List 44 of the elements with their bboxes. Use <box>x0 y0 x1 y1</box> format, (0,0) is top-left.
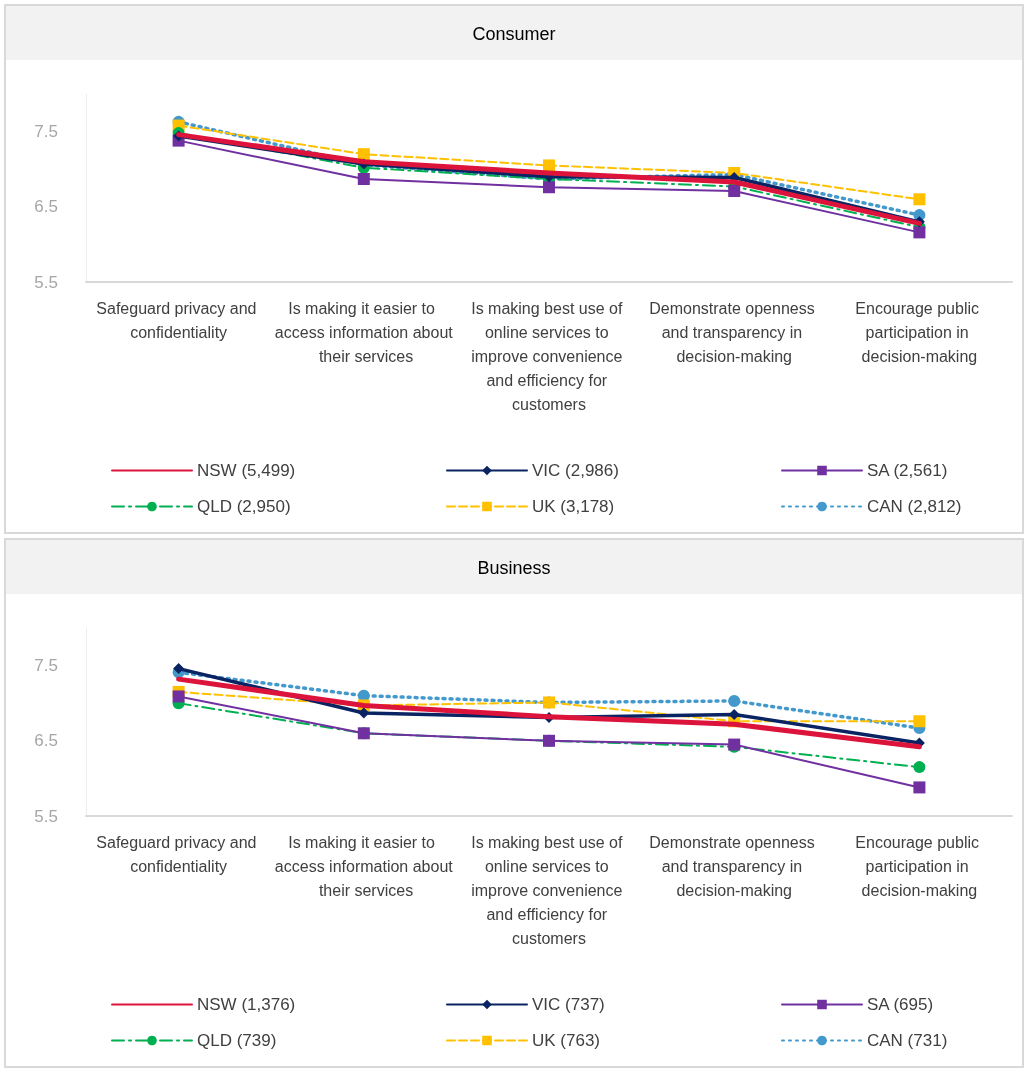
legend-label: QLD (2,950) <box>197 497 291 516</box>
point <box>173 663 185 675</box>
legend-label: CAN (731) <box>867 1031 948 1050</box>
legend-label: SA (2,561) <box>867 461 948 480</box>
x-tick-label: Is making it easier to access information about their services <box>274 299 454 365</box>
point <box>913 715 926 728</box>
x-tick-label: Is making best use of online services to improve convenience and efficiency for customers <box>471 833 627 947</box>
x-tick-label: Safeguard privacy and confidentiality <box>96 299 261 341</box>
legend-label: NSW (5,499) <box>197 461 296 480</box>
legend-label: VIC (2,986) <box>532 461 619 480</box>
y-tick-label: 6.5 <box>34 731 58 751</box>
point <box>357 148 370 161</box>
point <box>172 690 185 703</box>
y-tick-label: 6.5 <box>34 197 58 217</box>
point <box>913 226 926 239</box>
x-tick-label: Encourage public participation in decision-making <box>855 833 984 899</box>
x-tick-label: Encourage public participation in decision-making <box>855 299 984 365</box>
y-tick-label: 5.5 <box>34 806 58 826</box>
x-tick-label: Demonstrate openness and transparency in decision-making <box>649 833 820 899</box>
y-tick-label: 7.5 <box>34 122 58 142</box>
legend-label: NSW (1,376) <box>197 995 296 1014</box>
point <box>543 159 555 172</box>
point <box>913 781 926 794</box>
legend-label: UK (763) <box>532 1031 601 1050</box>
point <box>357 172 370 185</box>
x-tick-label: Is making best use of online services to improve convenience and efficiency for customers <box>471 299 627 413</box>
point <box>543 181 555 194</box>
point <box>728 694 741 707</box>
point <box>358 707 370 719</box>
legend-label: SA (695) <box>867 995 934 1014</box>
x-tick-label: Demonstrate openness and transparency in decision-making <box>649 299 820 365</box>
point <box>728 185 741 198</box>
point <box>913 193 926 206</box>
y-tick-label: 5.5 <box>34 272 58 292</box>
legend-label: UK (3,178) <box>532 497 615 516</box>
y-tick-label: 7.5 <box>34 656 58 676</box>
legend-label: VIC (737) <box>532 995 605 1014</box>
chart-title: Consumer <box>472 24 556 44</box>
point <box>913 761 926 774</box>
chart-title: Business <box>477 558 551 578</box>
x-tick-label: Is making it easier to access information about their services <box>274 833 454 899</box>
legend-label: CAN (2,812) <box>867 497 962 516</box>
x-tick-label: Safeguard privacy and confidentiality <box>96 833 261 875</box>
legend-label: QLD (739) <box>197 1031 277 1050</box>
